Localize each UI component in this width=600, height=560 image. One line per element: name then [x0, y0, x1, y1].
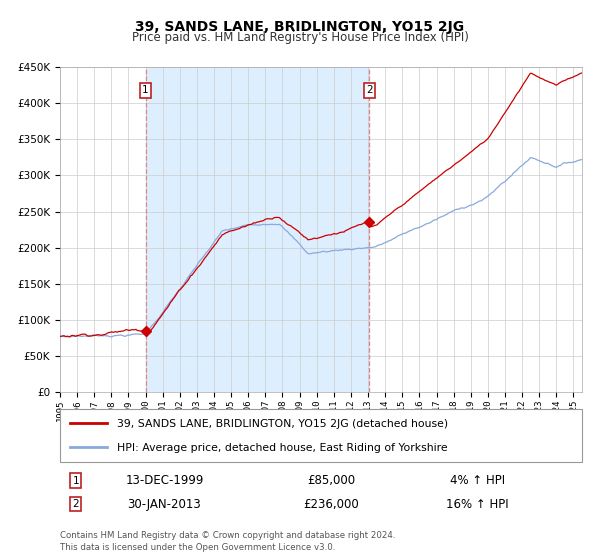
Bar — [146, 67, 370, 392]
Text: Price paid vs. HM Land Registry's House Price Index (HPI): Price paid vs. HM Land Registry's House … — [131, 31, 469, 44]
Text: 1: 1 — [73, 475, 79, 486]
Text: 2: 2 — [366, 85, 373, 95]
Text: £236,000: £236,000 — [304, 497, 359, 511]
Text: 4% ↑ HPI: 4% ↑ HPI — [450, 474, 505, 487]
Text: 16% ↑ HPI: 16% ↑ HPI — [446, 497, 509, 511]
Text: £85,000: £85,000 — [307, 474, 356, 487]
Text: HPI: Average price, detached house, East Riding of Yorkshire: HPI: Average price, detached house, East… — [118, 443, 448, 453]
FancyBboxPatch shape — [60, 409, 582, 462]
Text: 13-DEC-1999: 13-DEC-1999 — [125, 474, 203, 487]
Text: 1: 1 — [142, 85, 149, 95]
Text: Contains HM Land Registry data © Crown copyright and database right 2024.: Contains HM Land Registry data © Crown c… — [60, 531, 395, 540]
Text: 39, SANDS LANE, BRIDLINGTON, YO15 2JG: 39, SANDS LANE, BRIDLINGTON, YO15 2JG — [136, 20, 464, 34]
Text: 39, SANDS LANE, BRIDLINGTON, YO15 2JG (detached house): 39, SANDS LANE, BRIDLINGTON, YO15 2JG (d… — [118, 419, 449, 429]
Text: 30-JAN-2013: 30-JAN-2013 — [128, 497, 201, 511]
Text: This data is licensed under the Open Government Licence v3.0.: This data is licensed under the Open Gov… — [60, 543, 335, 552]
Text: 2: 2 — [73, 499, 79, 509]
